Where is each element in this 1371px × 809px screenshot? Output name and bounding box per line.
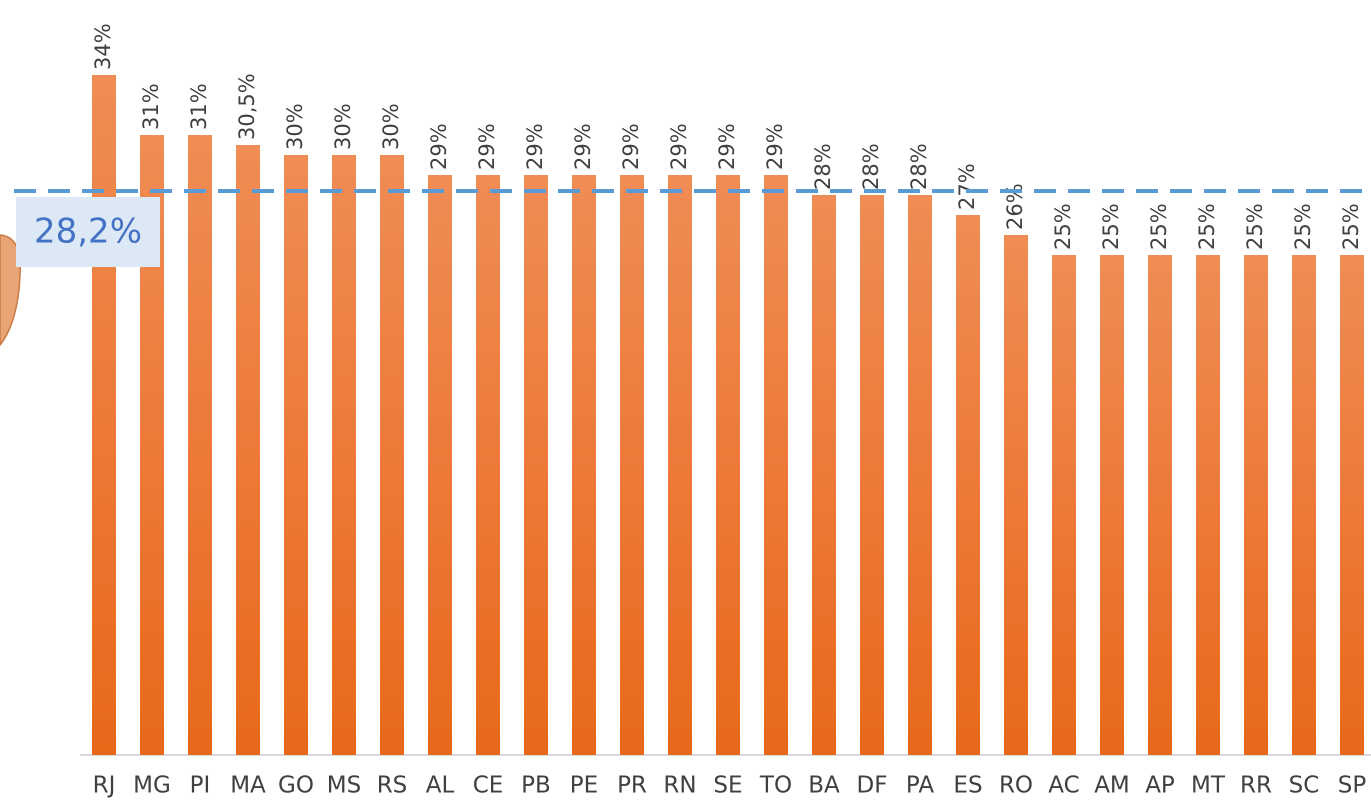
value-label: 29% <box>715 123 739 170</box>
bar <box>524 175 548 755</box>
value-label: 28% <box>859 143 883 190</box>
bar <box>716 175 740 755</box>
x-tick-label: BA <box>808 773 840 799</box>
value-label: 28% <box>907 143 931 190</box>
x-tick-label: SP <box>1338 773 1367 799</box>
bar <box>908 195 932 755</box>
bar <box>428 175 452 755</box>
value-label: 30% <box>283 103 307 150</box>
bar <box>284 155 308 755</box>
bar <box>1004 235 1028 755</box>
bar <box>1052 255 1076 755</box>
x-tick-label: AP <box>1145 773 1175 799</box>
value-label: 27% <box>955 163 979 210</box>
bar <box>1292 255 1316 755</box>
value-label: 30,5% <box>235 73 259 140</box>
x-tick-label: MT <box>1191 773 1226 799</box>
x-tick-label: GO <box>278 773 314 799</box>
x-tick-label: PA <box>906 773 934 799</box>
value-label: 25% <box>1195 203 1219 250</box>
value-label: 34% <box>91 23 115 70</box>
x-tick-label: MG <box>133 773 171 799</box>
decoration <box>0 234 22 347</box>
bar <box>1244 255 1268 755</box>
bar <box>572 175 596 755</box>
x-tick-label: RJ <box>93 773 116 799</box>
bar <box>1148 255 1172 755</box>
x-tick-label: CE <box>473 773 504 799</box>
value-label: 29% <box>475 123 499 170</box>
bar <box>476 175 500 755</box>
bar <box>236 145 260 755</box>
x-tick-label: RO <box>999 773 1033 799</box>
value-label: 25% <box>1147 203 1171 250</box>
value-label: 31% <box>187 83 211 130</box>
bar <box>1100 255 1124 755</box>
value-label: 29% <box>667 123 691 170</box>
value-label: 25% <box>1339 203 1363 250</box>
x-tick-label: PR <box>617 773 647 799</box>
bar <box>188 135 212 755</box>
reference-label: 28,2% <box>34 212 142 252</box>
x-tick-label: DF <box>857 773 888 799</box>
bar <box>1196 255 1220 755</box>
x-tick-label: PB <box>521 773 551 799</box>
bar <box>764 175 788 755</box>
x-tick-label: TO <box>759 773 792 799</box>
bar <box>1340 255 1364 755</box>
value-label: 25% <box>1291 203 1315 250</box>
x-tick-label: RN <box>663 773 696 799</box>
bar <box>92 75 116 755</box>
value-label: 30% <box>331 103 355 150</box>
x-tick-label: SE <box>713 773 742 799</box>
x-tick-label: ES <box>953 773 982 799</box>
bar <box>332 155 356 755</box>
value-label: 29% <box>763 123 787 170</box>
x-tick-label: RR <box>1240 773 1272 799</box>
value-label: 29% <box>523 123 547 170</box>
reference-label-box <box>16 197 160 267</box>
bar <box>620 175 644 755</box>
x-tick-label: RS <box>377 773 408 799</box>
x-tick-label: MA <box>230 773 266 799</box>
bar <box>812 195 836 755</box>
x-tick-label: PE <box>570 773 598 799</box>
value-label: 28% <box>811 143 835 190</box>
value-label: 29% <box>427 123 451 170</box>
bar <box>860 195 884 755</box>
value-label: 25% <box>1099 203 1123 250</box>
value-label: 29% <box>619 123 643 170</box>
bar <box>380 155 404 755</box>
x-tick-label: AC <box>1048 773 1079 799</box>
x-tick-label: MS <box>327 773 361 799</box>
x-tick-label: PI <box>190 773 211 799</box>
bar <box>956 215 980 755</box>
value-label: 25% <box>1051 203 1075 250</box>
bar <box>668 175 692 755</box>
x-tick-label: AL <box>426 773 455 799</box>
value-label: 31% <box>139 83 163 130</box>
value-label: 30% <box>379 103 403 150</box>
value-label: 29% <box>571 123 595 170</box>
value-label: 25% <box>1243 203 1267 250</box>
x-tick-label: SC <box>1289 773 1320 799</box>
x-tick-label: AM <box>1094 773 1130 799</box>
